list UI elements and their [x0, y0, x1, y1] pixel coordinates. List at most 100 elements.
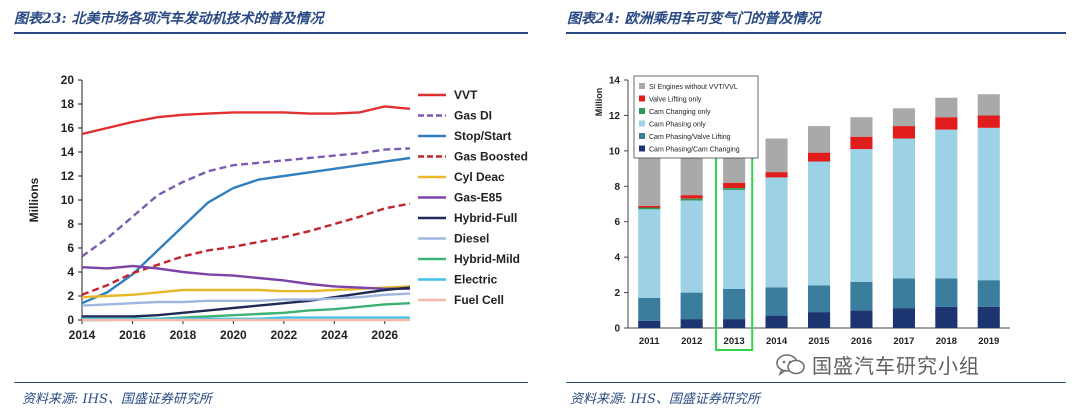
series-line-gas-boosted: [81, 202, 411, 296]
bar-segment-cam-phasing-cam-changing-2013: [723, 319, 746, 328]
legend-label-diesel: Diesel: [454, 232, 489, 246]
bar-segment-cam-phasing-cam-changing-2019: [977, 306, 1000, 328]
y-tick-label: 18: [61, 97, 75, 111]
left-panel-title: 图表23: 北美市场各项汽车发动机技术的普及情况: [14, 11, 324, 27]
bar-segment-cam-phasing-cam-changing-2012: [680, 319, 703, 328]
bar-segment-cam-phasing-only-2013: [723, 189, 746, 289]
bar-segment-si-engines-without-vvt-vvl-2016: [850, 117, 873, 137]
legend-swatch-cam-changing-only: [639, 108, 645, 114]
bar-segment-valve-lifting-only-2018: [935, 117, 958, 130]
x-tick-label: 2018: [170, 328, 197, 342]
series-line-cyl-deac: [81, 285, 411, 299]
x-tick-label: 2018: [936, 336, 957, 347]
legend-label-fuel-cell: Fuel Cell: [454, 293, 504, 307]
x-tick-label: 2015: [808, 336, 830, 347]
legend-swatch-cam-phasing-cam-changing: [639, 145, 645, 152]
legend-label-hybrid-full: Hybrid-Full: [454, 211, 517, 225]
bar-segment-cam-changing-only-2013: [723, 188, 746, 190]
bar-segment-cam-phasing-only-2019: [977, 127, 1000, 281]
x-tick-label: 2016: [851, 336, 872, 347]
y-tick-label: 0: [67, 313, 74, 327]
y-tick-label: 10: [61, 193, 75, 207]
legend-label-cam-phasing-valve-lifting: Cam Phasing/Valve Lifting: [649, 134, 731, 141]
legend-label-cyl-deac: Cyl Deac: [454, 170, 505, 184]
legend-label-electric: Electric: [454, 273, 498, 287]
x-tick-label: 2014: [69, 328, 96, 342]
bar-segment-cam-phasing-only-2017: [892, 138, 915, 279]
series-line-electric: [82, 316, 410, 320]
legend-swatch-cam-phasing-valve-lifting: [639, 133, 645, 139]
bar-segment-si-engines-without-vvt-vvl-2018: [935, 97, 958, 118]
bar-segment-si-engines-without-vvt-vvl-2017: [892, 108, 915, 126]
bar-segment-cam-phasing-cam-changing-2011: [638, 320, 661, 328]
legend-swatch-cam-phasing-only: [639, 120, 645, 127]
y-tick-label: 8: [67, 217, 74, 231]
watermark: 国盛汽车研究小组: [776, 350, 980, 379]
legend-box: [633, 75, 759, 159]
x-tick-label: 2026: [371, 328, 398, 342]
series-line-diesel: [81, 292, 411, 307]
bar-segment-cam-phasing-valve-lifting-2013: [723, 289, 746, 320]
y-tick-label: 2: [67, 289, 74, 303]
right-title-rule: [566, 32, 1066, 34]
series-line-gas-di: [81, 147, 411, 258]
bar-segment-si-engines-without-vvt-vvl-2012: [680, 150, 703, 196]
y-tick-label: 6: [614, 217, 620, 228]
watermark-text: 国盛汽车研究小组: [812, 354, 980, 378]
bar-segment-si-engines-without-vvt-vvl-2013: [723, 150, 746, 183]
bar-segment-cam-phasing-valve-lifting-2016: [850, 281, 873, 311]
bar-segment-cam-phasing-only-2012: [680, 200, 703, 293]
bar-segment-cam-phasing-only-2014: [765, 177, 788, 288]
bar-segment-cam-phasing-only-2015: [808, 161, 831, 286]
bar-segment-si-engines-without-vvt-vvl-2015: [808, 126, 831, 153]
y-tick-label: 6: [67, 241, 74, 255]
legend-label-cam-phasing-cam-changing: Cam Phasing/Cam Changing: [649, 147, 740, 154]
bar-segment-cam-phasing-cam-changing-2017: [892, 308, 915, 328]
right-source-note: 资料来源: IHS、国盛证券研究所: [570, 392, 760, 407]
y-axis-title: Million: [594, 88, 604, 117]
y-tick-label: 12: [609, 111, 621, 122]
legend-label-vvt: VVT: [454, 88, 478, 102]
left-title-rule: [14, 32, 528, 34]
bar-segment-cam-phasing-valve-lifting-2015: [808, 285, 831, 313]
bar-segment-valve-lifting-only-2011: [638, 205, 661, 208]
x-tick-label: 2013: [724, 336, 745, 347]
legend-label-valve-lifting-only: Valve Lifting only: [649, 97, 702, 104]
bar-segment-valve-lifting-only-2015: [808, 152, 831, 162]
right-panel-title: 图表24: 欧洲乘用车可变气门的普及情况: [567, 11, 821, 27]
bar-segment-si-engines-without-vvt-vvl-2014: [765, 138, 788, 173]
bar-segment-si-engines-without-vvt-vvl-2011: [638, 143, 661, 206]
bar-segment-cam-phasing-only-2018: [935, 129, 958, 279]
bar-segment-cam-phasing-cam-changing-2015: [808, 312, 831, 328]
y-tick-label: 20: [61, 73, 75, 87]
legend-swatch-si-engines-without-vvt-vvl: [639, 83, 645, 89]
bar-segment-cam-changing-only-2011: [638, 207, 661, 210]
bar-segment-cam-phasing-valve-lifting-2017: [892, 278, 915, 309]
bar-segment-cam-phasing-only-2011: [638, 209, 661, 298]
y-tick-label: 10: [609, 146, 621, 157]
bar-segment-cam-phasing-valve-lifting-2019: [977, 280, 1000, 307]
y-tick-label: 4: [614, 253, 620, 264]
y-tick-label: 0: [614, 324, 620, 335]
legend-label-cam-phasing-only: Cam Phasing only: [649, 122, 706, 129]
series-line-stop-start: [81, 156, 411, 305]
legend-label-hybrid-mild: Hybrid-Mild: [454, 252, 520, 266]
x-tick-label: 2020: [220, 328, 247, 342]
left-source-rule: [14, 382, 528, 383]
line-chart: 0 2 4 6 8 10 12 14 16 18 20 2014 2016 2018 2020 2022 202…: [27, 73, 528, 342]
legend-label-si-engines-without-vvt-vvl: SI Engines without VVT/VVL: [649, 84, 738, 91]
bar-segment-cam-phasing-valve-lifting-2018: [935, 278, 958, 307]
x-tick-label: 2019: [978, 336, 999, 347]
legend-swatch-valve-lifting-only: [639, 95, 645, 102]
y-tick-label: 14: [609, 76, 621, 87]
bar-segment-cam-phasing-cam-changing-2014: [765, 315, 788, 328]
bar-segment-si-engines-without-vvt-vvl-2019: [977, 94, 1000, 116]
y-tick-label: 14: [61, 145, 75, 159]
series-line-gas-e85: [81, 264, 410, 291]
left-source-note: 资料来源: IHS、国盛证券研究所: [22, 392, 212, 407]
x-tick-label: 2011: [639, 336, 660, 347]
series-line-vvt: [81, 105, 411, 136]
bar-segment-valve-lifting-only-2017: [892, 126, 915, 139]
y-axis-title: Millions: [27, 177, 41, 222]
bar-segment-valve-lifting-only-2014: [765, 172, 788, 178]
